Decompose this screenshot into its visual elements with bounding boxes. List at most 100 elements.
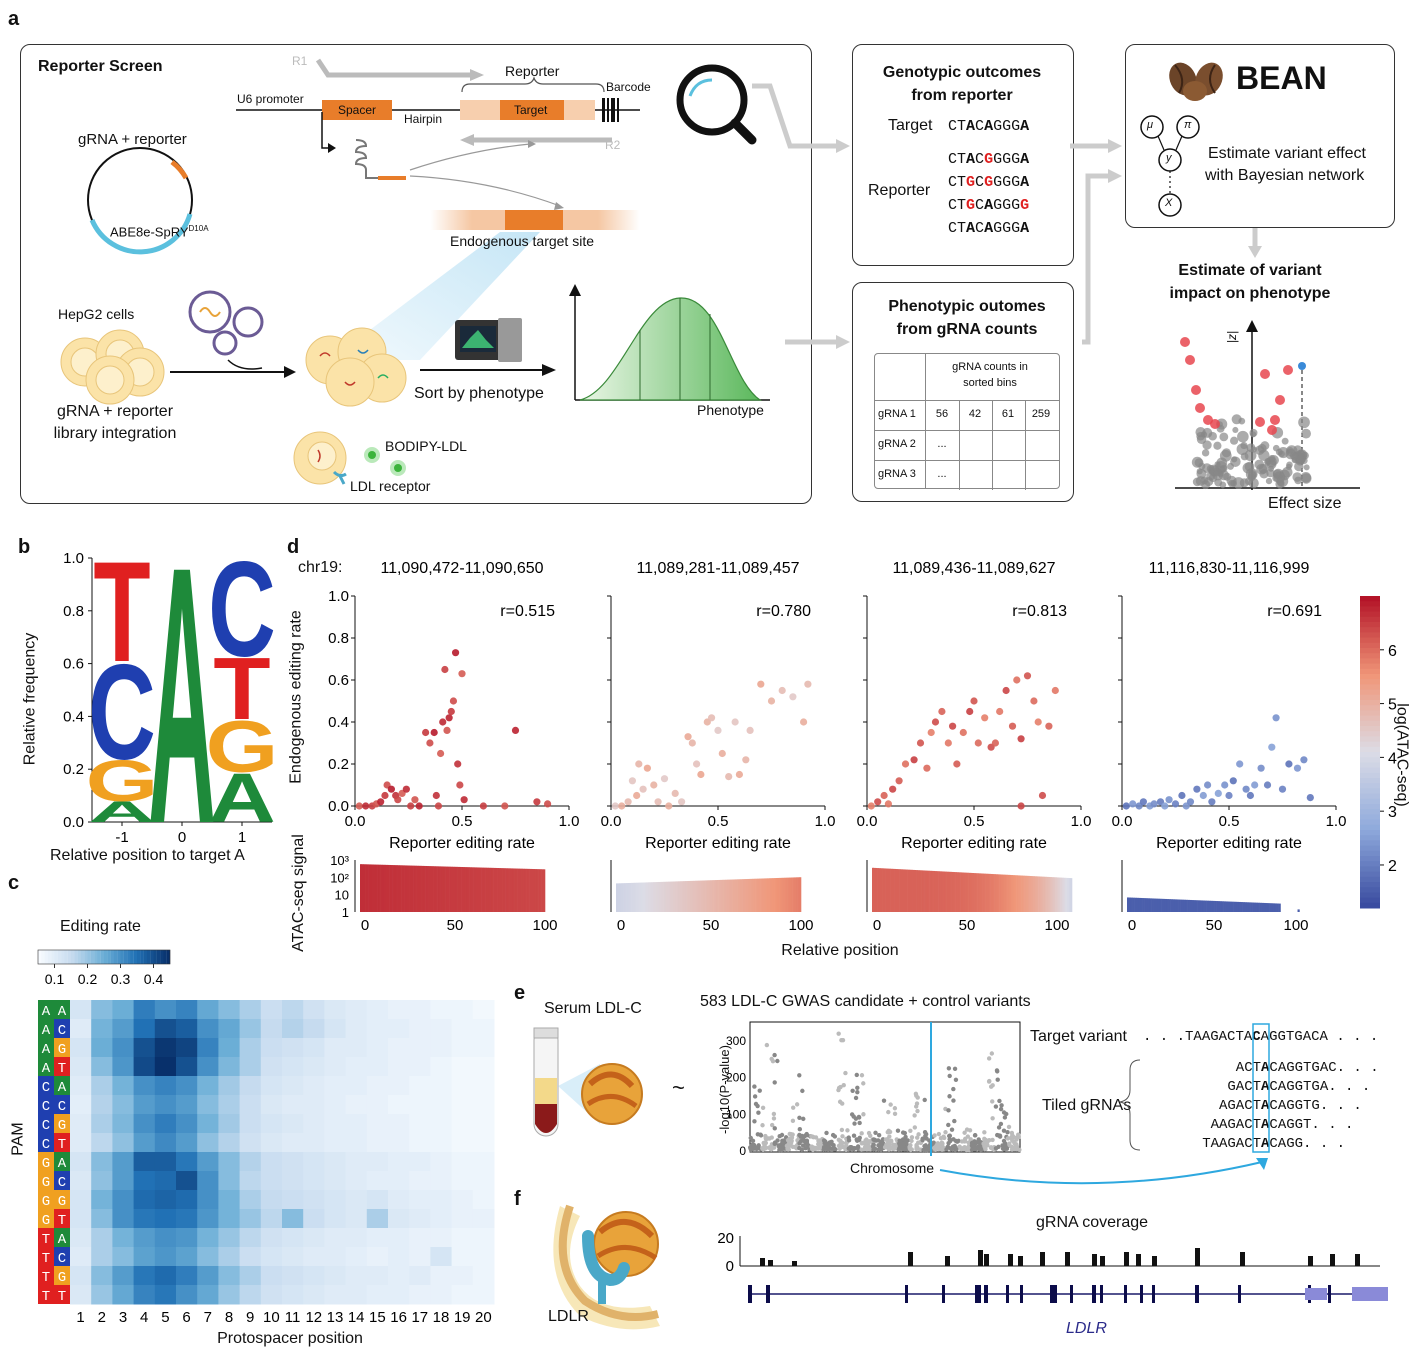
scatter-point xyxy=(1246,791,1254,800)
atac-bar xyxy=(467,867,470,912)
atac-bar xyxy=(777,877,780,912)
heatmap-cell xyxy=(345,1038,368,1058)
atac-bar xyxy=(972,873,974,912)
manhattan-point xyxy=(854,1137,859,1142)
scatter-point xyxy=(697,770,705,779)
heatmap-cell xyxy=(324,1228,347,1248)
manhattan-point xyxy=(772,1052,777,1058)
scatter-point xyxy=(707,714,716,722)
manhattan-point xyxy=(915,1135,920,1140)
atac-bar xyxy=(524,868,527,912)
atac-bar xyxy=(533,869,536,912)
atac-bar xyxy=(464,867,467,912)
atac-bar xyxy=(975,873,978,912)
heatmap-xtick-label: 2 xyxy=(98,1309,106,1326)
heatmap-cell xyxy=(303,1000,325,1020)
target-variant-seq: . . .TAAGACTACAGGTGACA . . . xyxy=(1143,1029,1379,1045)
volcano-point xyxy=(1202,440,1212,450)
manhattan-point xyxy=(801,1116,806,1122)
atac-ylabel: ATAC-seq signal xyxy=(289,834,307,952)
atac-bar xyxy=(1202,900,1205,912)
pam-base-label: A xyxy=(42,1004,51,1020)
heatmap-cell xyxy=(303,1057,325,1077)
atac-bar xyxy=(711,880,714,912)
manhattan-point xyxy=(857,1120,862,1126)
reporter-label: Reporter xyxy=(505,63,560,79)
pam-cell xyxy=(54,1114,70,1133)
atac-cbar-cell xyxy=(1360,663,1380,670)
pam-cell xyxy=(38,1266,54,1285)
coverage-peak xyxy=(1355,1254,1360,1266)
atac-bar xyxy=(1026,875,1029,912)
heatmap-cell xyxy=(260,1209,283,1229)
atac-bar xyxy=(457,866,460,912)
heatmap-cell xyxy=(430,1095,453,1115)
scatter-point xyxy=(1186,798,1195,806)
pam-base-label: C xyxy=(42,1118,50,1134)
scatter-point xyxy=(1038,791,1047,800)
manhattan-point xyxy=(840,1140,845,1146)
manhattan-point xyxy=(797,1073,802,1078)
heatmap-cell xyxy=(154,1019,177,1039)
scatter-point xyxy=(880,791,888,800)
atac-bar xyxy=(454,866,457,912)
heatmap-cell xyxy=(260,1076,283,1096)
cbar-cell xyxy=(44,950,48,964)
volcano-point xyxy=(1232,426,1239,434)
coverage-peak xyxy=(1152,1256,1157,1266)
volcano-ylabel: |z| xyxy=(1225,330,1240,344)
panel-letter-a: a xyxy=(8,8,20,30)
manhattan-point xyxy=(816,1138,822,1143)
grna-count-cell: 259 xyxy=(1031,408,1051,420)
atac-bar xyxy=(442,866,445,912)
atac-bar xyxy=(1066,877,1069,912)
atac-bar xyxy=(474,867,477,912)
scatter-ytick-label: 0.0 xyxy=(328,798,349,815)
scatter-point xyxy=(1306,794,1314,802)
manhattan-point xyxy=(959,1147,964,1152)
scatter-point xyxy=(460,796,468,804)
heatmap-cell xyxy=(303,1285,325,1305)
scatter-point xyxy=(654,798,662,806)
atac-bar xyxy=(1271,903,1274,912)
heatmap-cell xyxy=(430,1209,453,1229)
manhattan-xlabel: Chromosome xyxy=(850,1160,935,1176)
gene-exon xyxy=(748,1285,752,1303)
scatter-xtick-label: 0.0 xyxy=(345,813,366,830)
manhattan-point xyxy=(908,1128,913,1133)
atac-bar xyxy=(616,883,618,912)
tiled-grna: AGACTACAGGTG. . . xyxy=(1219,1098,1362,1114)
heatmap-cell xyxy=(303,1095,325,1115)
pam-base-label: A xyxy=(42,1061,51,1077)
atac-bar xyxy=(985,873,988,912)
manhattan-point xyxy=(997,1098,1002,1104)
manhattan-point xyxy=(994,1068,1000,1073)
gene-utr xyxy=(1352,1287,1388,1301)
atac-bar xyxy=(1257,902,1260,912)
manhattan-point xyxy=(876,1133,882,1138)
manhattan-point xyxy=(864,1144,870,1149)
atac-bar xyxy=(1185,899,1188,912)
atac-bar xyxy=(995,874,998,912)
heatmap-cell xyxy=(197,1247,219,1267)
atac-bar xyxy=(1051,877,1054,912)
scatter-point xyxy=(884,800,893,808)
atac-cbar-cell xyxy=(1360,887,1380,893)
heatmap-cell xyxy=(112,1152,135,1172)
manhattan-point xyxy=(932,1133,937,1138)
scatter-point xyxy=(432,791,440,800)
atac-bar xyxy=(539,869,542,912)
manhattan-point xyxy=(797,1145,802,1151)
pam-base-label: A xyxy=(58,1156,67,1172)
atac-bar xyxy=(1145,898,1149,912)
manhattan-point xyxy=(943,1130,948,1135)
node-x: X xyxy=(1165,197,1173,209)
manhattan-point xyxy=(923,1131,929,1137)
scatter-point xyxy=(411,796,419,804)
heatmap-cell xyxy=(91,1076,113,1096)
cbar-cell xyxy=(47,950,52,964)
pam-cell xyxy=(38,1019,54,1038)
gene-exon xyxy=(1152,1285,1155,1303)
atac-bar xyxy=(743,879,746,912)
scatter-point xyxy=(355,802,363,810)
